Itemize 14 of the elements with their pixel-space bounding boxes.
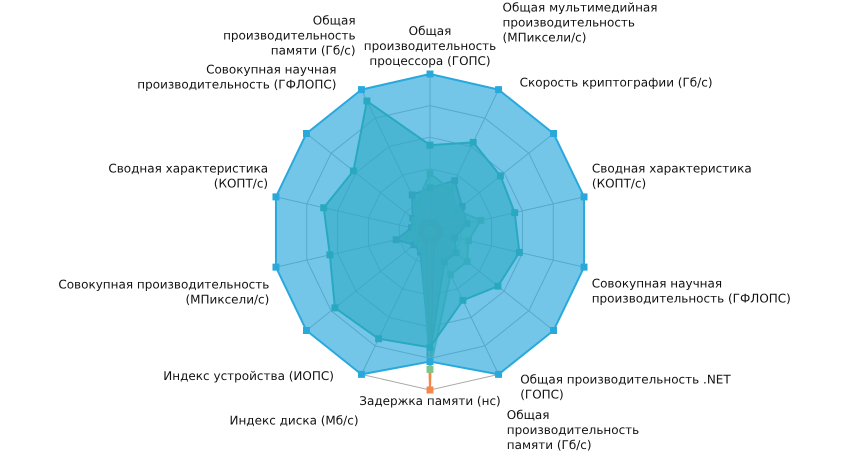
spoke-label: Общая производительность процессора (ГОПС) bbox=[364, 24, 496, 68]
spoke-label: Индекс диска (Мб/с) bbox=[229, 413, 358, 428]
spoke-label: Совокупная производительность (МПиксели/с) bbox=[58, 277, 270, 306]
spoke-label: Скорость криптографии (Гб/с) bbox=[520, 76, 713, 90]
spoke-label: Общая производительность памяти (Гб/с) bbox=[506, 408, 640, 452]
spoke-label: Общая мультимедийная производительность (МПиксели/с) bbox=[502, 0, 658, 44]
spoke-label: Сводная характеристика (КОПТ/с) bbox=[592, 161, 752, 190]
spoke-label: Сводная характеристика (КОПТ/с) bbox=[108, 161, 268, 190]
spoke-label: Индекс устройства (ИОПС) bbox=[163, 368, 334, 383]
spoke-label: Совокупная научная производительность (ГФЛОПС) bbox=[592, 276, 791, 306]
spoke-label: Задержка памяти (нс) bbox=[359, 394, 501, 408]
spoke-label: Совокупная научная производительность (ГФЛОПС) bbox=[137, 62, 336, 92]
spoke-label: Общая производительность памяти (Гб/с) bbox=[223, 13, 356, 58]
spoke-label: Общая производительность .NET (ГОПС) bbox=[520, 372, 732, 402]
